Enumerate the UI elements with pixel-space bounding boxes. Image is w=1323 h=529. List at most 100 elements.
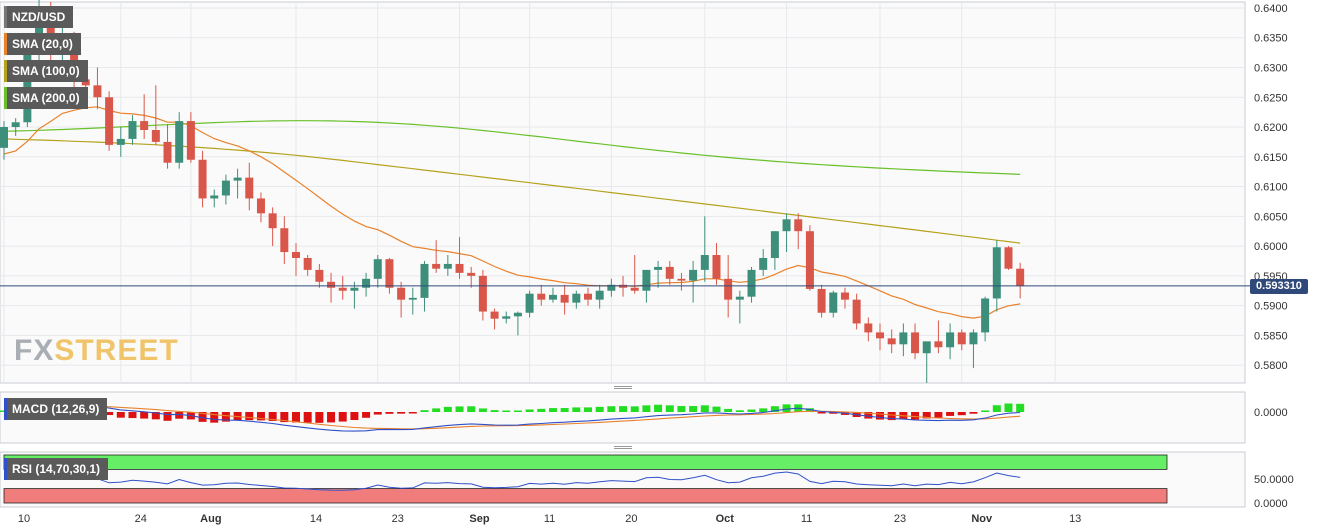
- candle-body: [876, 332, 884, 339]
- candle-body: [292, 252, 300, 258]
- time-tick-label: 23: [894, 513, 906, 525]
- time-tick-label: Oct: [716, 513, 735, 525]
- candle-body: [584, 293, 592, 300]
- price-tick-label: 0.6350: [1254, 33, 1288, 45]
- candle-body: [981, 298, 990, 333]
- candle-body: [770, 231, 779, 258]
- rsi-oversold-zone: [3, 488, 1168, 504]
- time-tick-label: 11: [801, 513, 812, 525]
- candle-body: [46, 10, 55, 50]
- macd-histogram-bar: [677, 406, 686, 412]
- candle-body: [747, 269, 756, 297]
- candle-body: [805, 231, 814, 289]
- candle-body: [724, 278, 733, 300]
- macd-histogram-bar: [513, 410, 522, 412]
- candle-body: [256, 198, 265, 214]
- candle-body: [817, 288, 826, 313]
- price-tick-label: 0.5850: [1254, 330, 1288, 342]
- macd-histogram-bar: [735, 410, 744, 412]
- macd-histogram-bar: [373, 412, 382, 415]
- macd-histogram-bar: [782, 404, 791, 412]
- macd-histogram-bar: [934, 412, 943, 418]
- watermark-street: STREET: [54, 334, 179, 367]
- legend-sma200[interactable]: SMA (200,0): [4, 87, 88, 109]
- candle-body: [186, 121, 195, 160]
- candle-body: [11, 122, 20, 128]
- macd-histogram-bar: [1016, 403, 1025, 412]
- candle-body: [0, 127, 8, 148]
- macd-histogram-bar: [210, 412, 219, 423]
- candle-body: [957, 332, 966, 345]
- price-tick-label: 0.6000: [1254, 241, 1288, 253]
- macd-histogram-bar: [292, 412, 300, 423]
- candle-body: [116, 138, 125, 145]
- candle-body: [81, 79, 90, 86]
- candle-body: [654, 266, 663, 270]
- macd-histogram-bar: [911, 412, 920, 420]
- candle-body: [759, 257, 768, 270]
- macd-histogram-bar: [770, 406, 779, 412]
- macd-histogram-bar: [140, 412, 149, 419]
- candle-body: [665, 266, 674, 279]
- candle-body: [630, 287, 639, 291]
- macd-legend[interactable]: MACD (12,26,9): [4, 398, 108, 420]
- macd-histogram-bar: [700, 405, 709, 412]
- candle-body: [560, 294, 569, 303]
- macd-histogram-bar: [817, 412, 826, 414]
- time-tick-label: 14: [310, 513, 322, 525]
- macd-histogram-bar: [280, 412, 289, 423]
- sma-200-line: [3, 120, 1021, 175]
- candle-body: [911, 332, 920, 354]
- candle-body: [350, 287, 359, 291]
- legend-sma20[interactable]: SMA (20,0): [4, 33, 81, 55]
- candle-body: [572, 293, 581, 303]
- macd-histogram-bar: [992, 405, 1001, 412]
- candle-body: [233, 177, 242, 181]
- macd-histogram-bar: [490, 410, 499, 412]
- macd-panel-bg: [0, 391, 1246, 444]
- candle-body: [934, 341, 943, 348]
- candle-body: [151, 129, 160, 142]
- macd-histogram-bar: [957, 412, 966, 416]
- candle-body: [128, 121, 137, 139]
- macd-histogram-bar: [548, 408, 557, 412]
- candle-body: [782, 219, 791, 232]
- candle-body: [373, 259, 382, 279]
- candle-body: [1016, 268, 1025, 286]
- price-tick-label: 0.5900: [1254, 301, 1288, 313]
- legend-sma100[interactable]: SMA (100,0): [4, 60, 88, 82]
- macd-histogram-bar: [712, 406, 721, 412]
- rsi-legend[interactable]: RSI (14,70,30,1): [4, 458, 109, 480]
- macd-histogram-bar: [163, 412, 172, 421]
- candle-body: [922, 341, 931, 354]
- price-tick-label: 0.6050: [1254, 211, 1288, 223]
- legend-instrument[interactable]: NZD/USD: [4, 6, 74, 28]
- macd-histogram-bar: [350, 412, 359, 421]
- candle-body: [210, 195, 219, 199]
- macd-histogram-bar: [385, 412, 394, 414]
- candles: [0, 0, 1025, 383]
- macd-histogram-bar: [443, 406, 452, 412]
- candle-body: [268, 213, 277, 229]
- candle-body: [105, 97, 114, 145]
- price-axis: 0.6400 0.6350 0.6300 0.6250 0.6200 0.6150 0.61…: [1254, 3, 1288, 372]
- candle-body: [677, 278, 686, 281]
- candle-body: [829, 292, 838, 313]
- candle-body: [93, 85, 102, 98]
- macd-histogram-bar: [946, 412, 955, 416]
- candle-body: [327, 281, 336, 288]
- candle-body: [852, 299, 861, 324]
- fxstreet-watermark: FXSTREET: [14, 334, 179, 368]
- macd-histogram-bar: [105, 412, 114, 416]
- macd-histogram-bar: [256, 412, 265, 421]
- time-tick-label: 23: [392, 513, 404, 525]
- main-grid: [0, 1, 1246, 384]
- candle-body: [969, 332, 978, 345]
- candle-body: [502, 316, 511, 319]
- macd-histogram-bar: [537, 408, 546, 412]
- candle-body: [864, 323, 873, 333]
- candle-body: [280, 228, 289, 253]
- price-tick-label: 0.5800: [1254, 360, 1288, 372]
- candle-body: [315, 269, 324, 282]
